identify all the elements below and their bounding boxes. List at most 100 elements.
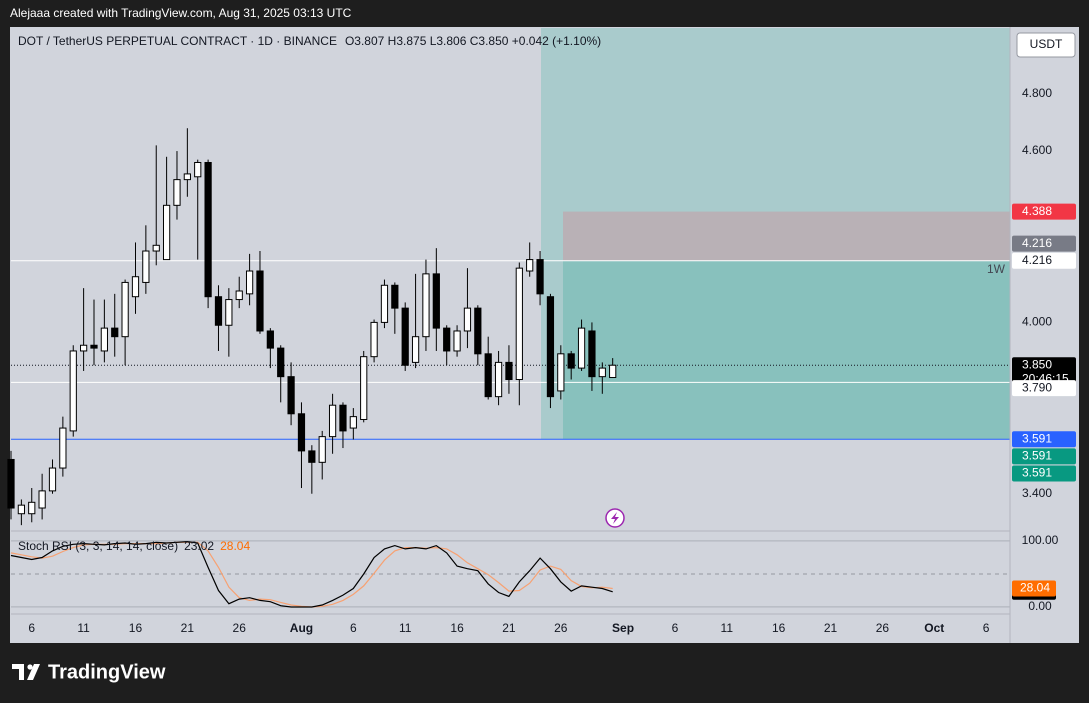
indicator-line <box>10 540 613 608</box>
indicator-tick-label: 100.00 <box>1022 533 1059 547</box>
y-tick-label: 4.800 <box>1022 86 1052 100</box>
candle-body <box>318 436 326 463</box>
indicator-name: Stoch RSI (3, 3, 14, 14, close) <box>18 539 178 553</box>
brand: TradingView <box>48 661 166 683</box>
x-tick-label: 11 <box>77 621 90 635</box>
line-label-bg <box>1012 380 1076 397</box>
x-tick-label: 6 <box>350 621 357 635</box>
x-tick-label: 16 <box>450 621 464 635</box>
candle-body <box>505 361 513 381</box>
candle-body <box>297 413 306 452</box>
candle-body <box>453 330 461 352</box>
candle-body <box>401 307 409 366</box>
indicator-tick-label: 0.00 <box>1028 599 1052 613</box>
quote: O3.807 H3.875 L3.806 C3.850 +0.042 (+1.1… <box>345 34 601 48</box>
last-price-label: 3.850 <box>1022 357 1052 371</box>
candle-body <box>173 179 181 206</box>
target-label-bg <box>1012 465 1076 482</box>
candle-body <box>90 344 98 349</box>
candle-body <box>463 307 472 332</box>
currency[interactable]: USDT <box>1030 37 1063 51</box>
candle-body <box>256 270 264 332</box>
stop-label-bg <box>1012 203 1076 220</box>
line-label: 4.216 <box>1022 253 1052 267</box>
x-tick-label: 21 <box>824 621 838 635</box>
candle-body <box>308 450 316 463</box>
candle-body <box>38 490 46 509</box>
line-label-bg <box>1012 252 1076 269</box>
x-tick-label: 26 <box>876 621 890 635</box>
x-tick-label: 21 <box>502 621 516 635</box>
candle-body <box>100 327 108 352</box>
candle-body <box>411 336 420 363</box>
x-tick-label: 16 <box>772 621 786 635</box>
candle-body <box>59 427 67 469</box>
candle-body <box>526 259 534 272</box>
candle-body <box>557 353 565 392</box>
candle-body <box>609 364 617 379</box>
candle-body <box>484 353 492 398</box>
candle-body <box>370 321 378 358</box>
candle-body <box>80 344 88 352</box>
target-label-bg <box>1012 448 1076 465</box>
x-tick-label: 6 <box>983 621 990 635</box>
x-tick-label: 6 <box>28 621 35 635</box>
candle-body <box>183 173 191 181</box>
candle-body <box>360 356 368 420</box>
candle-body <box>266 330 274 349</box>
candle-body <box>567 353 575 369</box>
x-tick-label: 26 <box>233 621 247 635</box>
x-tick-label: 26 <box>554 621 568 635</box>
x-tick-label: 16 <box>129 621 143 635</box>
candle-body <box>432 273 440 329</box>
currency-button[interactable] <box>1016 32 1076 58</box>
target-label: 3.591 <box>1022 448 1052 462</box>
candle-body <box>245 270 254 295</box>
candle-body <box>443 327 451 352</box>
indicator-badge: 28.04 <box>1020 581 1050 595</box>
x-tick-label: 11 <box>399 621 412 635</box>
candle-body <box>588 330 596 378</box>
line-label: 3.591 <box>1022 431 1052 445</box>
candle-body <box>277 347 285 378</box>
entry-label-bg <box>1012 235 1076 252</box>
candle-body <box>214 296 223 326</box>
candle-body <box>48 467 57 492</box>
interval-label: 1W <box>987 262 1006 276</box>
x-tick-label: Sep <box>612 621 634 635</box>
candle-body <box>131 276 140 298</box>
stop-label: 4.388 <box>1022 204 1052 218</box>
candle-body <box>339 404 347 432</box>
candle-body <box>204 161 212 298</box>
alert-icon[interactable] <box>605 508 625 528</box>
candle-body <box>598 367 606 378</box>
candle-body <box>391 284 399 309</box>
candle-body <box>121 281 129 338</box>
chart-title: DOT / TetherUS PERPETUAL CONTRACT · 1D ·… <box>18 34 337 48</box>
indicator-value: 28.04 <box>220 539 250 553</box>
x-tick-label: Oct <box>924 621 944 635</box>
candle-body <box>225 299 233 326</box>
logo <box>12 664 40 680</box>
candle-body <box>111 327 119 338</box>
candle-body <box>69 350 77 432</box>
candle-body <box>7 458 15 509</box>
x-tick-label: 11 <box>721 621 734 635</box>
candle-body <box>422 273 430 338</box>
x-tick-label: Aug <box>290 621 313 635</box>
y-tick-label: 4.600 <box>1022 143 1052 157</box>
y-tick-label: 3.400 <box>1022 486 1052 500</box>
chart-layer: 1W DOT / TetherUS PERPETUAL CONTRACT · 1D… <box>7 28 1076 635</box>
candle-body <box>152 244 160 252</box>
candle-body <box>536 259 544 295</box>
candle-body <box>287 376 295 415</box>
candle-body <box>546 296 555 398</box>
candle-body <box>328 404 337 438</box>
entry-label: 4.216 <box>1022 236 1052 250</box>
candle-body <box>494 361 503 398</box>
candle-body <box>142 250 150 283</box>
line-label-bg <box>1012 431 1076 448</box>
line-label: 3.790 <box>1022 380 1052 394</box>
